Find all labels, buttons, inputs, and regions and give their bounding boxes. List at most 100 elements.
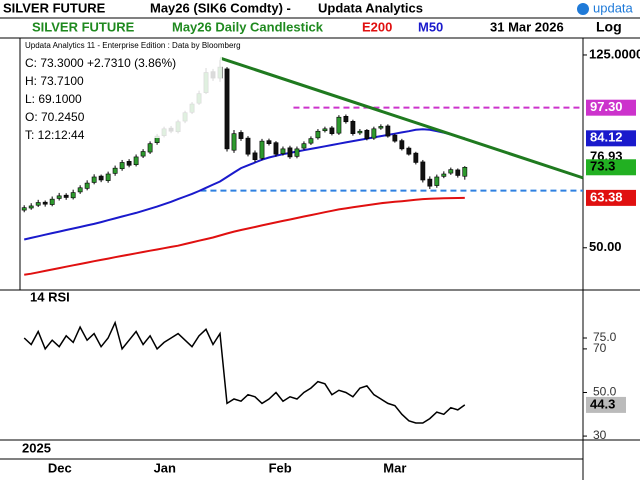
candle-body [287,147,293,158]
candle-body [343,115,349,123]
candle-body [308,138,314,144]
candle-body [56,195,62,199]
info-line: C: 73.3000 +2.7310 (3.86%) [25,56,176,70]
candle-body [434,176,440,186]
date: 31 Mar 2026 [490,19,564,34]
contract: May26 (SIK6 Comdty) - [150,0,291,15]
logo: updata [593,0,634,15]
info-line: L: 69.1000 [25,92,82,106]
candle-body [413,152,419,163]
candle-body [392,134,398,142]
price-tag [586,130,636,147]
candle-body [133,156,139,166]
price-tag-label: 63.38 [590,189,623,204]
y-tick-label: 50.0 [593,385,617,399]
candle-body [273,142,279,155]
candle-body [406,147,412,155]
x-tick-label: Jan [154,460,176,475]
info-line: H: 73.7100 [25,74,84,88]
candle-body [70,192,76,199]
candle-body [238,132,244,139]
candle-body [350,121,356,134]
trendline [219,56,584,180]
price-tag [586,99,636,116]
candle-body [427,178,433,187]
instrument: SILVER FUTURE [3,0,106,15]
info-line: Updata Analytics 11 - Enterprise Edition… [25,41,241,50]
candle-body [399,140,405,150]
candle-body [245,137,251,155]
candle-body [63,194,69,198]
price-tag-label: 84.12 [590,130,623,145]
candle-body [294,148,300,157]
candle-body [224,68,230,150]
ma-line [23,128,466,241]
y-tick-label: 70 [593,341,607,355]
y-tick-label: 125.0000 [589,46,640,61]
candle-body [126,161,132,166]
candle-body [378,126,384,129]
candle-body [49,198,55,205]
candle-body [77,187,83,193]
candle-body [84,182,90,189]
candle-body [364,129,370,139]
candle-body [28,205,34,209]
candle-body [140,151,146,157]
info-line: O: 70.2450 [25,110,85,124]
candle-body [252,152,258,160]
legend-entry: E200 [362,19,392,34]
x-tick-label: Feb [269,460,292,475]
candle-body [420,161,426,181]
candle-body [91,176,97,183]
x-tick-label: Dec [48,460,72,475]
candle-body [42,201,48,205]
rsi-line [23,320,466,424]
candle-body [371,128,377,139]
price-tag-label: 97.30 [590,99,623,114]
candle-body [315,130,321,139]
price-tag-label: 44.3 [590,396,615,411]
candle-body [322,128,328,132]
vendor: Updata Analytics [318,0,423,15]
candle-body [147,143,153,153]
y-tick-label: 30 [593,428,607,442]
candle-body [280,148,286,154]
info-line: T: 12:12:44 [25,128,85,142]
candle-body [231,133,237,151]
candle-body [35,202,41,206]
candle-body [336,116,342,134]
candle-body [455,169,461,176]
candle-body [112,167,118,174]
candle-body [329,127,335,134]
candle-body [119,162,125,170]
chart-title: SILVER FUTURE [32,19,135,34]
price-tag [586,189,636,206]
candle-body [98,175,104,181]
price-tag [586,396,626,413]
y-tick-label: 50.00 [589,239,622,254]
x-tick-label: Mar [383,460,406,475]
rsi-title: 14 RSI [30,289,70,304]
candle-body [266,140,272,144]
legend-entry: M50 [418,19,443,34]
info-box: Updata Analytics 11 - Enterprise Edition… [22,40,241,142]
candle-body [21,207,27,211]
candle-body [357,130,363,134]
info-background [22,40,222,138]
price-tag [586,159,636,176]
candle-body [441,173,447,177]
candle-body [301,143,307,149]
candle-body [105,173,111,181]
candle-body [385,125,391,137]
year-label: 2025 [22,440,51,455]
scale-label: Log [596,19,622,35]
ma-line [24,196,465,276]
chart-subtitle: May26 Daily Candlestick [172,19,324,34]
price-tag-label: 73.3 [590,159,615,174]
y-tick-label: 75.0 [593,330,617,344]
candle-body [462,166,468,177]
logo-icon [577,3,589,15]
